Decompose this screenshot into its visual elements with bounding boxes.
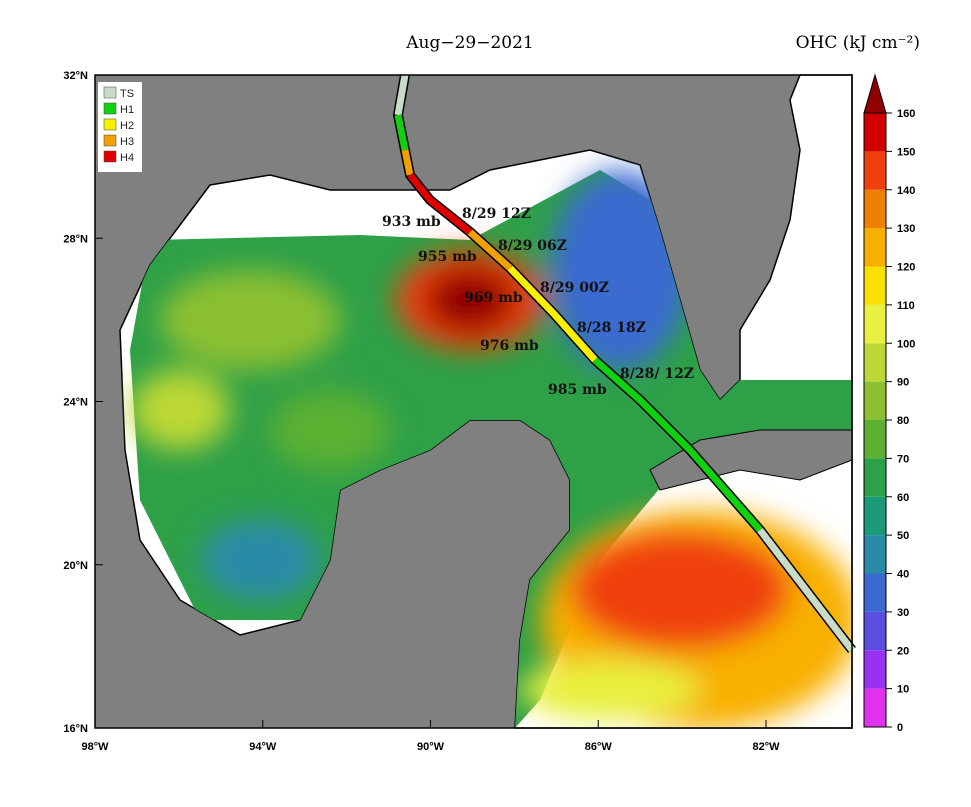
colorbar-band (864, 573, 886, 612)
lon-label: 90°W (417, 741, 445, 753)
track-h4 (407, 172, 473, 235)
track-h1 (592, 357, 763, 533)
colorbar-band (864, 228, 886, 267)
legend-swatch (103, 134, 117, 147)
colorbar-band (864, 381, 886, 420)
axes: 32°N 28°N 24°N 20°N 16°N 98°W 94°W 90°W 86°W 82°W (63, 70, 780, 753)
colorbar-label: 30 (897, 607, 909, 619)
colorbar-label: 110 (897, 300, 915, 312)
colorbar-band (864, 189, 886, 229)
lon-label: 82°W (752, 741, 780, 753)
colorbar-label: 130 (897, 223, 915, 235)
legend-label: H4 (120, 152, 134, 164)
colorbar-band (864, 266, 886, 305)
cuba (649, 429, 853, 491)
track-ts (757, 527, 855, 653)
lat-label: 16°N (63, 723, 88, 735)
legend-label: H1 (120, 104, 134, 116)
colorbar-label: 10 (897, 684, 909, 696)
annotations: 933 mb 8/29 12Z 8/29 06Z 955 mb 969 mb 8… (382, 206, 694, 398)
legend-swatch (103, 118, 117, 131)
pressure-label: 933 mb (382, 214, 441, 230)
colorbar-label: 50 (897, 530, 909, 542)
colorbar-band (864, 496, 886, 536)
colorbar-label: 0 (897, 722, 903, 734)
track-h2 (507, 265, 598, 363)
time-label: 8/29 12Z (462, 206, 531, 222)
colorbar-label: 160 (897, 108, 915, 120)
pressure-label: 985 mb (548, 382, 607, 398)
colorbar-band (864, 113, 886, 152)
legend-label: H3 (120, 136, 134, 148)
colorbar: 0 10 20 30 40 50 60 70 80 90 100 110 120 130 140 150 160 (863, 73, 915, 734)
legend-swatch (103, 86, 117, 99)
time-label: 8/28 18Z (577, 320, 646, 336)
colorbar-label: 150 (897, 146, 915, 158)
legend-label: H2 (120, 120, 134, 132)
lon-label: 98°W (81, 741, 109, 753)
time-label: 8/29 06Z (498, 238, 567, 254)
colorbar-label: 100 (897, 338, 915, 350)
colorbar-label: 40 (897, 569, 909, 581)
track-h3 (467, 229, 513, 271)
colorbar-band (864, 535, 886, 574)
colorbar-label: 80 (897, 415, 909, 427)
colorbar-label: 120 (897, 262, 915, 274)
title-date: Aug−29−2021 (405, 33, 534, 53)
colorbar-band (864, 343, 886, 382)
colorbar-band (864, 611, 886, 651)
track-h3 (401, 149, 414, 176)
title-variable: OHC (kJ cm⁻²) (796, 33, 920, 53)
colorbar-label: 90 (897, 377, 909, 389)
pressure-label: 969 mb (464, 290, 523, 306)
colorbar-band (864, 688, 886, 727)
time-label: 8/29 00Z (540, 280, 609, 296)
legend: TS H1 H2 H3 H4 (98, 82, 142, 172)
lon-label: 86°W (585, 741, 613, 753)
lon-label: 94°W (249, 741, 277, 753)
colorbar-band (864, 650, 886, 689)
colorbar-band (864, 151, 886, 190)
colorbar-band (864, 458, 886, 497)
legend-swatch (103, 150, 117, 163)
lat-label: 32°N (63, 70, 88, 82)
pressure-label: 955 mb (418, 249, 477, 265)
legend-swatch (103, 102, 117, 115)
colorbar-label: 20 (897, 645, 909, 657)
colorbar-band (864, 420, 886, 459)
lat-label: 20°N (63, 560, 88, 572)
lat-label: 28°N (63, 233, 88, 245)
pressure-label: 976 mb (480, 338, 539, 354)
time-label: 8/28/ 12Z (620, 366, 694, 382)
colorbar-label: 70 (897, 453, 909, 465)
track-ts (394, 74, 409, 116)
legend-label: TS (120, 88, 134, 100)
lat-label: 24°N (63, 397, 88, 409)
colorbar-over (863, 73, 887, 114)
track-h1 (394, 114, 409, 151)
colorbar-band (864, 304, 886, 344)
colorbar-label: 140 (897, 185, 915, 197)
colorbar-label: 60 (897, 492, 909, 504)
